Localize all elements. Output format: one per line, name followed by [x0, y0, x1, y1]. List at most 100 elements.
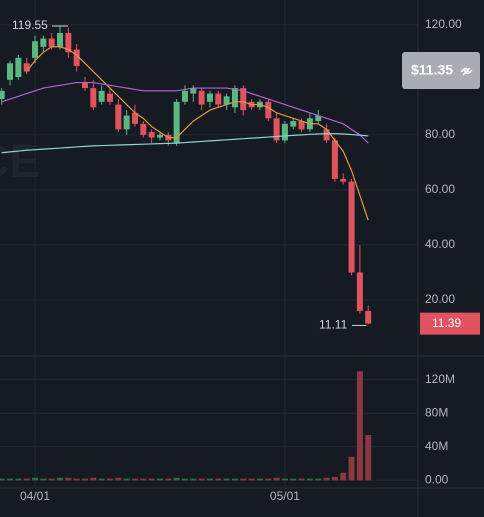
volume-bar [198, 478, 205, 481]
candle-body [356, 272, 363, 311]
y-tick-label: 60.00 [425, 182, 455, 196]
candle-body [123, 115, 130, 130]
volume-bar [331, 476, 338, 481]
volume-bar [190, 478, 197, 481]
volume-bar [57, 477, 64, 481]
candle-body [331, 140, 338, 179]
candle-body [315, 115, 322, 122]
candle-body [82, 82, 88, 89]
volume-bar [0, 478, 5, 481]
candle-body [65, 33, 72, 53]
volume-bar [306, 478, 313, 481]
y-tick-label: 80.00 [425, 127, 455, 141]
last-price-box [420, 312, 480, 335]
volume-bar [98, 478, 105, 481]
candle-body [181, 90, 188, 102]
volume-bar [82, 478, 88, 481]
volume-bar [115, 477, 122, 481]
candle-body [40, 38, 47, 47]
volume-bar [73, 478, 80, 481]
y-tick-label: 80M [425, 405, 448, 419]
candle-body [131, 112, 138, 124]
candle-body [156, 134, 163, 138]
price-badge-box [402, 52, 480, 89]
candle-body [90, 88, 97, 108]
volume-bar [90, 477, 97, 481]
candle-body [215, 93, 222, 105]
volume-bar [65, 477, 72, 481]
volume-bar [23, 478, 30, 481]
volume-bar [106, 478, 113, 481]
volume-bar [140, 478, 147, 481]
volume-bar [156, 478, 163, 481]
high-label: 119.55 [12, 18, 48, 32]
volume-bar [273, 477, 280, 481]
candle-body [273, 118, 280, 141]
candle-body [265, 101, 272, 119]
candle-body [298, 121, 305, 130]
volume-bar [32, 477, 39, 481]
volume-bar [131, 478, 138, 481]
candle-body [231, 88, 238, 108]
volume-bar [40, 478, 47, 481]
x-tick-label: 05/01 [270, 489, 300, 503]
volume-bar [315, 478, 322, 481]
candle-body [173, 101, 180, 144]
candle-body [73, 49, 80, 67]
moving-average-line [1, 133, 369, 154]
last-price-label: 11.39 [432, 316, 461, 330]
candle-body [23, 63, 30, 72]
volume-bar [323, 477, 330, 481]
candle-body [348, 181, 355, 273]
volume-bar [48, 478, 55, 481]
volume-bar [365, 435, 372, 481]
volume-bar [215, 478, 222, 481]
volume-bar [281, 478, 288, 481]
candle-body [340, 178, 347, 182]
moving-average-line [26, 46, 369, 221]
volume-bar [231, 478, 238, 481]
volume-bar [7, 478, 14, 481]
candle-body [0, 90, 5, 100]
volume-bar [123, 478, 130, 481]
volume-bar [265, 478, 272, 481]
watermark: ICE [0, 135, 40, 187]
candle-body [240, 88, 247, 111]
candle-body [98, 90, 105, 102]
volume-bar [298, 478, 305, 481]
candle-body [190, 88, 197, 94]
y-tick-label: 40M [425, 439, 448, 453]
candle-body [106, 93, 113, 102]
volume-bar [240, 478, 247, 481]
volume-bar [173, 477, 180, 481]
volume-bar [165, 478, 172, 481]
candle-body [323, 129, 330, 141]
candle-body [7, 63, 14, 80]
candle-body [148, 132, 155, 138]
candle-body [206, 93, 213, 102]
volume-bar [248, 478, 255, 481]
candle-body [290, 121, 297, 127]
volume-bar [356, 371, 363, 481]
volume-bar [290, 478, 297, 481]
candle-body [198, 90, 205, 105]
y-tick-label: 40.00 [425, 237, 455, 251]
candle-body [48, 38, 55, 47]
candle-body [15, 57, 22, 78]
volume-bar [15, 478, 22, 481]
link-icon [460, 67, 473, 76]
candle-body [365, 310, 372, 324]
candle-body [140, 123, 147, 135]
y-tick-label: 20.00 [425, 292, 455, 306]
candle-body [281, 123, 288, 141]
volume-bar [223, 478, 230, 481]
y-tick-label: 0.00 [425, 472, 449, 486]
volume-bar [340, 472, 347, 481]
low-label: 11.11 [319, 318, 348, 332]
x-tick-label: 04/01 [20, 489, 50, 503]
volume-bar [181, 478, 188, 481]
candle-body [32, 41, 39, 58]
y-tick-label: 120M [425, 372, 455, 386]
